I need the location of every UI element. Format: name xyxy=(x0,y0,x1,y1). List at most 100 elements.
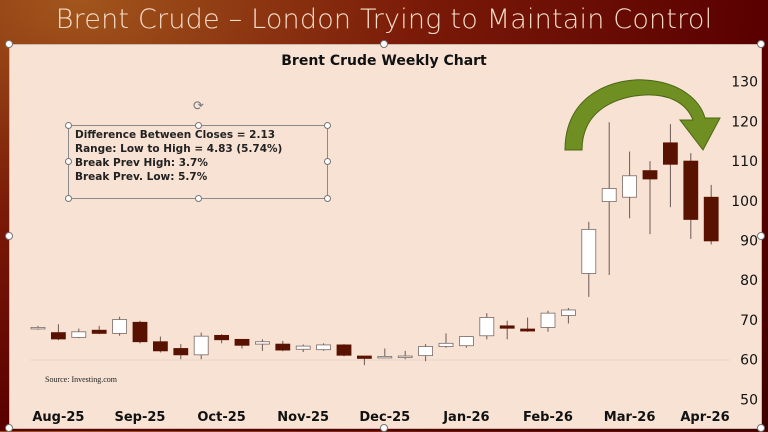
candle-down xyxy=(520,317,535,332)
candle-body xyxy=(601,188,617,202)
candle-up xyxy=(193,332,209,360)
candle-body xyxy=(173,348,189,356)
x-tick-label: Feb-26 xyxy=(523,410,573,425)
x-tick-label: Sep-25 xyxy=(115,410,166,425)
candle-up xyxy=(540,310,556,332)
candle-down xyxy=(152,336,168,353)
chart-title: Brent Crude Weekly Chart xyxy=(281,53,487,69)
candle-up xyxy=(30,325,46,330)
candle-up xyxy=(418,344,434,362)
candle-body xyxy=(193,335,209,356)
candle-down xyxy=(173,344,189,360)
candle-down xyxy=(51,324,66,341)
candle-down xyxy=(703,184,719,245)
curved-arrow-icon[interactable] xyxy=(564,79,721,151)
candle-down xyxy=(214,334,230,344)
y-tick-label: 110 xyxy=(731,154,758,170)
candle-body xyxy=(275,343,291,351)
candle-body xyxy=(683,160,699,220)
candle-body xyxy=(642,170,658,180)
resize-handle[interactable] xyxy=(324,122,331,129)
candle-up xyxy=(458,336,474,348)
candle-body xyxy=(316,344,332,351)
candle-body xyxy=(112,319,127,334)
candle-body xyxy=(214,334,230,341)
candle-body xyxy=(499,325,515,329)
resize-handle[interactable] xyxy=(5,40,13,48)
resize-handle[interactable] xyxy=(757,232,765,240)
candle-up xyxy=(254,339,270,351)
candle-down xyxy=(234,338,250,349)
y-tick-label: 100 xyxy=(731,194,758,210)
candle-up xyxy=(397,350,413,360)
candle-body xyxy=(132,321,148,343)
textbox-line: Break Prev. Low: 5.7% xyxy=(75,171,208,183)
candle-up xyxy=(601,122,617,276)
rotate-handle-icon[interactable]: ⟳ xyxy=(193,98,204,113)
candle-body xyxy=(152,341,168,352)
textbox-line: Range: Low to High = 4.83 (5.74%) xyxy=(75,143,283,155)
candle-up xyxy=(71,328,87,339)
candle-down xyxy=(336,344,352,357)
source-label: Source: Investing.com xyxy=(45,375,118,384)
candle-up xyxy=(479,313,495,340)
candle-up xyxy=(561,307,576,324)
candle-body xyxy=(397,355,413,358)
candle-body xyxy=(356,355,372,359)
candle-body xyxy=(234,338,250,346)
candle-down xyxy=(356,355,372,366)
resize-handle[interactable] xyxy=(757,40,765,48)
candle-body xyxy=(71,331,87,338)
candle-body xyxy=(377,356,393,359)
candle-body xyxy=(622,175,637,198)
candle-down xyxy=(132,320,148,344)
textbox-line: Difference Between Closes = 2.13 xyxy=(75,129,276,141)
x-tick-label: Aug-25 xyxy=(32,410,84,425)
textbox-line: Break Prev High: 3.7% xyxy=(75,157,208,169)
x-tick-label: Jan-26 xyxy=(442,410,489,425)
candle-down xyxy=(642,161,658,235)
resize-handle[interactable] xyxy=(324,195,331,202)
y-tick-label: 60 xyxy=(740,353,758,369)
candle-body xyxy=(254,341,270,345)
candle-body xyxy=(418,346,434,357)
y-tick-label: 70 xyxy=(740,313,758,329)
annotation-textbox[interactable]: Difference Between Closes = 2.13 Range: … xyxy=(65,98,331,202)
candle-body xyxy=(703,196,719,242)
x-tick-label: Mar-26 xyxy=(604,410,656,425)
y-tick-label: 120 xyxy=(731,114,758,130)
slide-title: Brent Crude – London Trying to Maintain … xyxy=(55,4,713,35)
candle-body xyxy=(91,329,107,334)
candle-body xyxy=(581,228,597,274)
candle-body xyxy=(561,309,576,316)
resize-handle[interactable] xyxy=(324,158,331,165)
y-tick-label: 90 xyxy=(740,234,758,250)
candle-body xyxy=(520,328,535,332)
x-tick-label: Dec-25 xyxy=(359,410,410,425)
candle-up xyxy=(622,151,637,219)
chart-panel[interactable] xyxy=(9,44,762,429)
y-tick-label: 130 xyxy=(731,75,758,91)
resize-handle[interactable] xyxy=(380,40,388,48)
resize-handle[interactable] xyxy=(5,232,13,240)
x-tick-label: Apr-26 xyxy=(680,410,729,425)
candle-up xyxy=(112,316,127,336)
resize-handle[interactable] xyxy=(195,122,202,129)
candle-up xyxy=(377,348,393,359)
candle-down xyxy=(275,340,291,352)
candle-up xyxy=(295,344,311,353)
resize-handle[interactable] xyxy=(195,195,202,202)
resize-handle[interactable] xyxy=(65,122,72,129)
candle-body xyxy=(458,336,474,347)
y-tick-label: 80 xyxy=(740,273,758,289)
resize-handle[interactable] xyxy=(65,158,72,165)
resize-handle[interactable] xyxy=(65,195,72,202)
candle-down xyxy=(683,153,699,239)
candle-body xyxy=(30,327,46,330)
candle-down xyxy=(91,325,107,335)
candle-body xyxy=(540,312,556,328)
x-tick-label: Nov-25 xyxy=(277,410,329,425)
candle-body xyxy=(438,342,454,347)
y-tick-label: 50 xyxy=(740,392,758,408)
